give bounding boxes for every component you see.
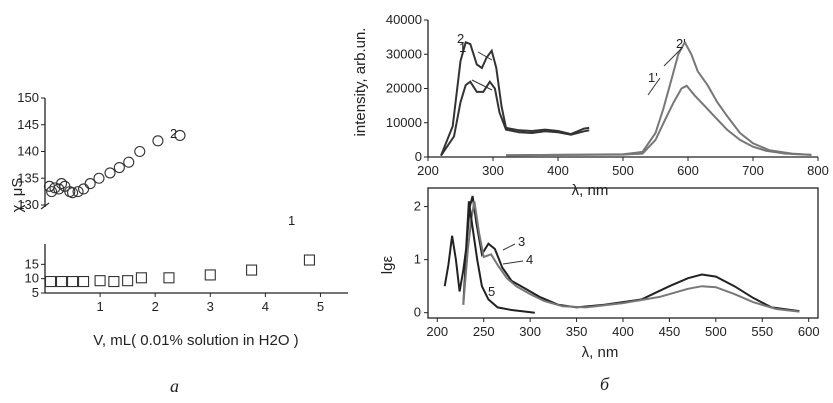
panel-b-top-chart: 0 10000 20000 30000 40000 200 300 400 500 600 700 8… [352, 12, 829, 199]
data-point-series-1 [122, 275, 134, 287]
data-point-series-2 [53, 183, 65, 195]
data-point-series-2 [113, 162, 125, 174]
series-label-1: 1 [459, 40, 466, 55]
data-point-series-1 [108, 275, 120, 288]
data-point-series-2 [78, 183, 90, 195]
x-axis-label: λ, nm [582, 344, 619, 361]
y-tick-label: 30000 [386, 46, 422, 61]
x-tick-label: 600 [677, 163, 699, 178]
x-tick-label: 400 [612, 324, 634, 339]
x-tick-label: 550 [751, 324, 773, 339]
leader-line [502, 260, 524, 265]
series-line-4 [462, 201, 800, 313]
x-tick-label: 200 [417, 163, 439, 178]
series-line-3 [462, 195, 800, 313]
data-point-series-1 [66, 275, 79, 288]
x-tick-label: 5 [317, 299, 324, 314]
series-label-1prime: 1' [648, 70, 658, 85]
y-tick-label: 135 [17, 170, 39, 185]
series-label-2prime: 2' [676, 36, 686, 51]
x-tick-label: 2 [152, 299, 159, 314]
x-tick-label: 250 [473, 324, 495, 339]
y-axis-label: intensity, arb.un. [352, 28, 369, 137]
y-axis-label: χ, μS [9, 178, 26, 213]
data-point-series-2 [104, 167, 116, 179]
series-line-2prime [505, 40, 812, 157]
panel-b-bottom-chart: 0 1 2 200 250 300 350 400 450 500 550 600 λ, nm lgε 34… [379, 187, 820, 361]
x-tick-label: 500 [705, 324, 727, 339]
series-line-1prime [505, 84, 812, 157]
x-tick-label: 300 [482, 163, 504, 178]
series-label-2: 2 [170, 126, 177, 141]
x-tick-label: 1 [96, 299, 103, 314]
data-point-series-1 [246, 264, 258, 276]
panel-label-b: б [600, 374, 610, 394]
data-point-series-1 [94, 275, 106, 287]
x-tick-label: 450 [659, 324, 681, 339]
data-point-series-2 [84, 178, 96, 190]
series-line-1 [440, 79, 590, 157]
series-label-4: 4 [526, 252, 533, 267]
data-point-series-1 [204, 269, 216, 281]
leader-line [502, 243, 516, 251]
series-label-3: 3 [518, 234, 525, 249]
data-point-series-2 [152, 135, 164, 147]
data-point-series-1 [163, 272, 175, 284]
y-tick-label: 150 [17, 90, 39, 105]
y-tick-label: 130 [17, 197, 39, 212]
data-point-series-2 [123, 156, 135, 168]
y-tick-label: 15 [25, 256, 39, 271]
data-point-series-2 [46, 186, 58, 198]
y-tick-label: 40000 [386, 12, 422, 27]
plot-frame [427, 187, 819, 319]
y-tick-label: 140 [17, 144, 39, 159]
x-tick-label: 4 [262, 299, 269, 314]
data-point-series-1 [78, 275, 90, 288]
y-tick-label: 1 [414, 252, 421, 267]
leader-line [663, 47, 683, 67]
y-tick-label: 5 [32, 285, 39, 300]
x-tick-label: 400 [547, 163, 569, 178]
y-tick-label: 145 [17, 117, 39, 132]
series-label-2: 2 [457, 31, 464, 46]
y-axis-label: lgε [379, 256, 396, 275]
series-label-1: 1 [288, 213, 295, 228]
data-point-series-1 [44, 275, 57, 288]
leader-line [477, 51, 493, 61]
x-tick-label: 3 [207, 299, 214, 314]
series-label-5: 5 [488, 284, 495, 299]
y-tick-label: 10 [25, 271, 39, 286]
y-tick-label: 0 [414, 305, 421, 320]
axis-break-mark [40, 202, 50, 210]
series-line-5 [443, 201, 535, 314]
x-tick-label: 500 [612, 163, 634, 178]
x-tick-label: 350 [566, 324, 588, 339]
y-tick-label: 0 [415, 149, 422, 164]
data-point-series-2 [134, 145, 146, 158]
data-point-series-2 [93, 172, 105, 184]
data-point-series-2 [55, 178, 68, 190]
data-point-series-2 [72, 186, 84, 198]
x-tick-label: 700 [742, 163, 764, 178]
y-tick-label: 10000 [386, 115, 422, 130]
data-point-series-1 [135, 272, 147, 284]
x-tick-label: 200 [426, 324, 448, 339]
x-tick-label: 800 [807, 163, 829, 178]
panel-label-a: а [170, 376, 179, 396]
data-point-series-2 [66, 187, 79, 199]
leader-line [647, 77, 661, 96]
data-point-series-1 [303, 254, 315, 266]
series-line-2 [440, 40, 590, 156]
x-tick-label: 600 [798, 324, 820, 339]
y-tick-label: 20000 [386, 81, 422, 96]
x-axis-label: λ, nm [572, 182, 609, 199]
leader-line [471, 79, 493, 91]
data-point-series-1 [55, 275, 68, 288]
data-point-series-2 [174, 129, 186, 141]
x-axis-label: V, mL( 0.01% solution in H2O ) [93, 332, 298, 349]
y-tick-label: 2 [414, 199, 421, 214]
x-tick-label: 300 [519, 324, 541, 339]
